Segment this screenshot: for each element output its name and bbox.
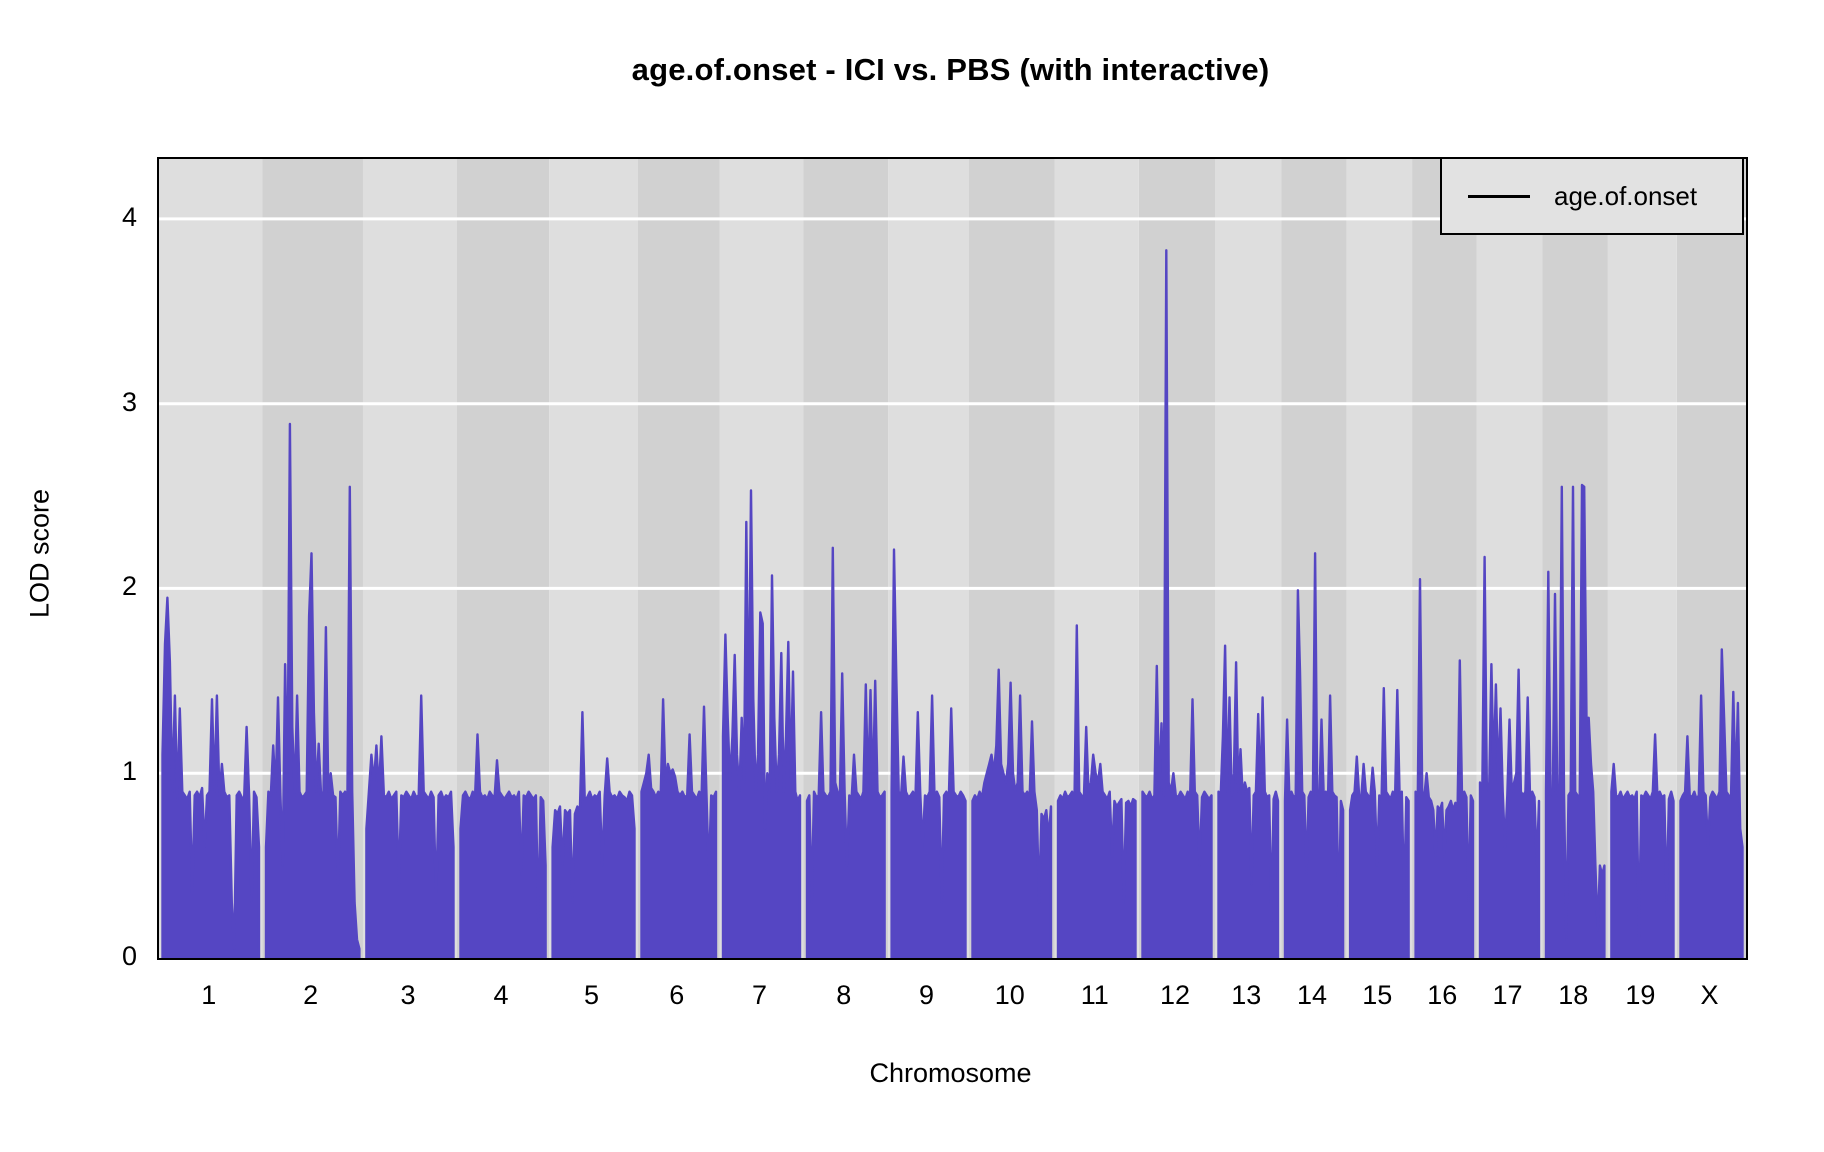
y-tick-label-1: 1 [121, 756, 137, 787]
x-tick-label-chr19: 19 [1625, 980, 1656, 1010]
lod-series-chr1 [161, 596, 261, 958]
plot-area [157, 157, 1748, 960]
x-tick-label-chr8: 8 [836, 980, 852, 1010]
lod-series-chr8 [805, 546, 886, 958]
x-tick-label-chr7: 7 [751, 980, 768, 1010]
y-tick-label-2: 2 [121, 571, 137, 602]
lod-series-chr18 [1544, 483, 1606, 958]
lod-series-chr13 [1217, 644, 1280, 958]
legend-line-sample-icon [1468, 194, 1530, 198]
x-axis-title: Chromosome [869, 1058, 1032, 1088]
x-tick-label-chr4: 4 [493, 980, 509, 1010]
lod-series-chrX [1679, 648, 1744, 958]
x-tick-label-chr13: 13 [1231, 980, 1262, 1010]
lod-series-chr14 [1283, 552, 1345, 958]
y-tick-label-4: 4 [121, 201, 137, 232]
x-tick-label-chrX: X [1700, 980, 1719, 1010]
x-tick-label-chr6: 6 [669, 980, 685, 1010]
lod-series-chr10 [971, 668, 1053, 958]
x-tick-label-chr14: 14 [1296, 980, 1328, 1010]
x-tick-label-chr1: 1 [201, 980, 217, 1010]
x-tick-label-chr10: 10 [994, 980, 1025, 1010]
lod-series-chr2 [264, 422, 361, 958]
lod-series-chr11 [1056, 624, 1137, 958]
lod-series-chr4 [459, 733, 547, 958]
lod-series-chr3 [365, 694, 455, 958]
lod-series-chr15 [1348, 687, 1410, 958]
page-title: age.of.onset - ICI vs. PBS (with interac… [631, 52, 1270, 87]
y-axis-title: LOD score [24, 488, 55, 619]
legend-series-label: age.of.onset [1554, 180, 1698, 211]
lod-series-chr9 [890, 548, 967, 958]
lod-series-chr17 [1478, 555, 1541, 958]
x-tick-label-chr18: 18 [1558, 980, 1589, 1010]
x-tick-label-chr2: 2 [303, 980, 319, 1010]
legend-box: age.of.onset [1440, 157, 1744, 235]
x-tick-label-chr9: 9 [919, 980, 935, 1010]
x-tick-label-chr3: 3 [400, 980, 416, 1010]
lod-series-chr16 [1414, 578, 1475, 958]
lod-series-chr6 [640, 698, 718, 958]
y-tick-label-0: 0 [121, 941, 137, 971]
lod-curve-chart [159, 159, 1746, 958]
lod-series-chr5 [551, 711, 636, 958]
y-tick-label-3: 3 [121, 386, 137, 417]
lod-series-chr19 [1610, 733, 1675, 958]
x-tick-label-chr17: 17 [1492, 980, 1523, 1010]
lod-series-chr7 [721, 489, 802, 958]
x-tick-label-chr11: 11 [1080, 980, 1109, 1010]
x-tick-label-chr15: 15 [1362, 980, 1393, 1010]
x-tick-label-chr16: 16 [1427, 980, 1458, 1010]
x-tick-label-chr5: 5 [584, 980, 600, 1010]
x-tick-label-chr12: 12 [1159, 980, 1190, 1010]
lod-series-chr12 [1141, 249, 1213, 958]
